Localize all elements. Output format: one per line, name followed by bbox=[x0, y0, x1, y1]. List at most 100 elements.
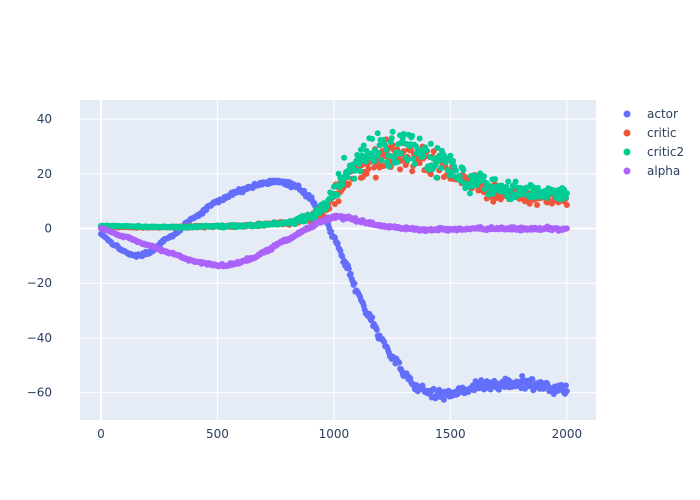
data-point-critic2 bbox=[563, 190, 570, 197]
legend-label: critic bbox=[647, 126, 677, 140]
data-point-actor bbox=[440, 396, 447, 403]
data-point-critic2 bbox=[420, 152, 427, 159]
data-point-critic2 bbox=[376, 142, 383, 149]
legend-marker bbox=[623, 167, 631, 175]
data-point-actor bbox=[529, 376, 536, 383]
x-tick-label: 0 bbox=[97, 427, 105, 441]
y-tick-label: −20 bbox=[27, 276, 52, 290]
y-tick-label: 40 bbox=[37, 112, 52, 126]
data-point-critic2 bbox=[452, 167, 459, 174]
data-point-critic2 bbox=[312, 214, 319, 221]
plot-background bbox=[80, 100, 596, 420]
data-point-critic2 bbox=[480, 173, 487, 180]
data-point-critic2 bbox=[416, 135, 423, 142]
x-tick-label: 1500 bbox=[435, 427, 466, 441]
data-point-critic bbox=[363, 170, 370, 177]
data-point-critic2 bbox=[334, 192, 341, 199]
data-point-critic2 bbox=[492, 176, 499, 183]
data-point-actor bbox=[471, 386, 478, 393]
data-point-critic2 bbox=[423, 147, 430, 154]
data-point-critic2 bbox=[456, 172, 463, 179]
data-point-critic2 bbox=[351, 175, 358, 182]
data-point-critic2 bbox=[512, 178, 519, 185]
data-point-critic2 bbox=[374, 130, 381, 137]
x-tick-label: 2000 bbox=[552, 427, 583, 441]
data-point-critic2 bbox=[448, 169, 455, 176]
data-point-actor bbox=[334, 240, 341, 247]
legend-item-alpha[interactable]: alpha bbox=[623, 164, 681, 178]
data-point-critic2 bbox=[324, 202, 331, 209]
legend-marker bbox=[623, 148, 631, 156]
data-point-critic2 bbox=[369, 135, 376, 142]
data-point-critic2 bbox=[385, 163, 392, 170]
data-point-actor bbox=[430, 385, 437, 392]
data-point-critic2 bbox=[400, 131, 407, 138]
legend-label: critic2 bbox=[647, 145, 684, 159]
data-point-critic2 bbox=[375, 150, 382, 157]
data-point-actor bbox=[345, 265, 352, 272]
data-point-critic2 bbox=[450, 158, 457, 164]
series-critic2 bbox=[97, 128, 570, 232]
data-point-critic2 bbox=[410, 155, 417, 162]
data-point-critic2 bbox=[339, 181, 346, 188]
data-point-critic2 bbox=[370, 158, 377, 165]
data-point-critic bbox=[427, 171, 434, 178]
data-point-critic bbox=[397, 166, 404, 173]
data-point-critic bbox=[416, 160, 423, 167]
y-tick-label: −40 bbox=[27, 331, 52, 345]
data-point-critic2 bbox=[389, 128, 396, 135]
data-point-actor bbox=[563, 388, 570, 395]
series-alpha bbox=[97, 212, 570, 270]
data-point-critic2 bbox=[520, 191, 527, 198]
data-point-critic2 bbox=[394, 159, 401, 166]
legend-item-critic[interactable]: critic bbox=[623, 126, 677, 140]
data-point-critic2 bbox=[341, 154, 348, 161]
data-point-critic2 bbox=[437, 157, 444, 164]
legend[interactable]: actor critic critic2 alpha bbox=[623, 107, 685, 178]
data-point-critic2 bbox=[360, 142, 367, 149]
legend-item-critic2[interactable]: critic2 bbox=[623, 145, 685, 159]
data-point-critic bbox=[534, 202, 541, 209]
data-point-critic2 bbox=[438, 165, 445, 172]
y-tick-label: 0 bbox=[44, 222, 52, 236]
legend-item-actor[interactable]: actor bbox=[623, 107, 678, 121]
data-point-critic2 bbox=[378, 157, 385, 164]
data-point-critic2 bbox=[466, 190, 473, 197]
data-point-actor bbox=[396, 359, 403, 366]
data-point-critic2 bbox=[357, 146, 364, 153]
data-point-critic bbox=[335, 198, 342, 205]
data-point-critic2 bbox=[460, 167, 467, 174]
legend-marker bbox=[623, 129, 631, 137]
data-point-actor bbox=[328, 228, 335, 235]
data-point-critic bbox=[372, 174, 379, 181]
data-point-critic2 bbox=[434, 145, 441, 152]
data-point-critic2 bbox=[427, 140, 434, 147]
data-point-critic bbox=[345, 180, 352, 187]
y-tick-label: 20 bbox=[37, 167, 52, 181]
data-point-critic2 bbox=[503, 184, 510, 191]
data-point-actor bbox=[373, 326, 380, 333]
data-point-critic2 bbox=[447, 152, 454, 159]
x-tick-label: 1000 bbox=[319, 427, 350, 441]
legend-marker bbox=[623, 110, 631, 118]
data-point-critic2 bbox=[398, 150, 405, 157]
data-point-actor bbox=[369, 314, 376, 321]
data-point-critic2 bbox=[388, 135, 395, 142]
data-point-actor bbox=[347, 270, 354, 277]
data-point-critic2 bbox=[505, 178, 512, 185]
data-point-critic2 bbox=[534, 184, 541, 191]
data-point-actor bbox=[562, 382, 569, 389]
data-point-critic bbox=[365, 166, 372, 173]
data-point-critic bbox=[380, 163, 387, 170]
data-point-alpha bbox=[563, 225, 570, 232]
data-point-critic2 bbox=[404, 157, 411, 164]
data-point-critic2 bbox=[409, 132, 416, 139]
data-point-critic2 bbox=[356, 161, 363, 168]
x-axis-ticks: 0 500 1000 1500 2000 bbox=[97, 427, 582, 441]
data-point-actor bbox=[519, 372, 526, 379]
data-point-critic2 bbox=[526, 194, 533, 201]
data-point-critic2 bbox=[433, 174, 440, 181]
data-point-critic2 bbox=[490, 190, 497, 197]
data-point-critic2 bbox=[344, 174, 351, 181]
data-point-critic bbox=[409, 168, 416, 175]
